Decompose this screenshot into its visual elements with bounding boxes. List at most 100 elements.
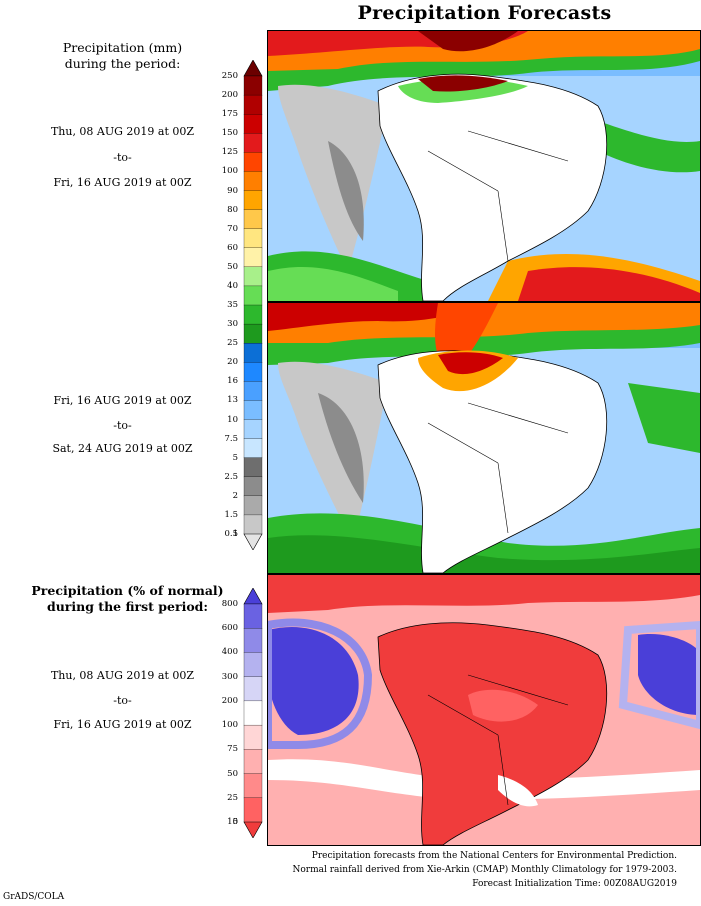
- precip-colorbar-tick-label: 150: [221, 128, 238, 139]
- pct-colorbar-swatch: [243, 724, 263, 750]
- precip-colorbar-tick-label: 200: [221, 90, 238, 101]
- footer-line-1: Precipitation forecasts from the Nationa…: [311, 851, 677, 861]
- pct-colorbar-swatch-bottom: [243, 821, 263, 838]
- pct-colorbar-tick-label: 200: [221, 695, 238, 706]
- precip-colorbar-tick-label: 16: [227, 376, 238, 387]
- period2-to: -to-: [113, 419, 132, 432]
- precip-colorbar-tick-label: 50: [227, 261, 238, 272]
- precip-colorbar-swatch: [243, 114, 263, 134]
- pct-colorbar: [243, 588, 263, 838]
- grads-credit: GrADS/COLA: [3, 892, 65, 902]
- precip-colorbar-swatch: [243, 438, 263, 459]
- period3-start: Thu, 08 AUG 2019 at 00Z: [50, 669, 195, 682]
- precip-colorbar-tick-label: 10: [227, 414, 238, 425]
- precip-heading-line1: Precipitation (mm): [62, 40, 183, 55]
- precip-colorbar-swatch: [243, 152, 263, 172]
- pct-heading-line1: Precipitation (% of normal): [31, 583, 224, 598]
- period2-start: Fri, 16 AUG 2019 at 00Z: [53, 394, 192, 407]
- pct-colorbar-swatch: [243, 749, 263, 775]
- precip-colorbar-swatch: [243, 228, 263, 249]
- precip-colorbar-swatch: [243, 94, 263, 115]
- precip-colorbar-tick-label: 5: [232, 452, 238, 463]
- precip-colorbar-tick-label: 250: [221, 71, 238, 81]
- precip-colorbar-swatch-top: [243, 60, 263, 77]
- pct-colorbar-swatch: [243, 700, 263, 726]
- precip-colorbar-tick-label: 80: [227, 204, 238, 215]
- pct-colorbar-swatch: [243, 603, 263, 629]
- precip-colorbar-swatch: [243, 495, 263, 516]
- period1-to: -to-: [113, 151, 132, 164]
- precip-colorbar-tick-label: 70: [227, 223, 238, 234]
- precip-colorbar-swatch: [243, 209, 263, 230]
- pct-heading-line2: during the first period:: [46, 599, 209, 614]
- precip-colorbar-swatch: [243, 304, 263, 325]
- footer-line-2: Normal rainfall derived from Xie-Arkin (…: [292, 865, 678, 875]
- figure-title: Precipitation Forecasts: [357, 2, 612, 24]
- precip-colorbar-swatch: [243, 247, 263, 268]
- precip-colorbar-swatch: [243, 514, 263, 535]
- precip-colorbar-swatch: [243, 381, 263, 401]
- precip-colorbar-tick-label: 0.5: [224, 529, 238, 539]
- pct-colorbar-tick-label: 400: [221, 647, 238, 658]
- precip-colorbar-tick-label: 125: [221, 147, 238, 158]
- precip-colorbar-swatch: [243, 190, 263, 211]
- pct-colorbar-swatch-top: [243, 588, 263, 605]
- precip-colorbar-swatch: [243, 133, 263, 153]
- precip-colorbar: [243, 60, 263, 550]
- map-precip-week2: [267, 302, 701, 574]
- precip-colorbar-swatch: [243, 75, 263, 96]
- precip-colorbar-tick-label: 90: [227, 185, 238, 196]
- pct-colorbar-swatch: [243, 676, 263, 702]
- precip-heading: Precipitation (mm) during the period:: [0, 40, 245, 72]
- precip-colorbar-swatch: [243, 285, 263, 306]
- pct-colorbar-tick-label: 5: [232, 817, 238, 827]
- precip-colorbar-tick-label: 175: [221, 109, 238, 120]
- precip-colorbar-swatch: [243, 343, 263, 363]
- pct-colorbar-tick-label: 300: [221, 671, 238, 682]
- precip-colorbar-tick-label: 40: [227, 280, 238, 291]
- pct-colorbar-tick-label: 50: [227, 768, 238, 779]
- period1-end: Fri, 16 AUG 2019 at 00Z: [53, 176, 192, 189]
- map-precip-week1: [267, 30, 701, 302]
- precip-colorbar-tick-label: 20: [227, 357, 238, 368]
- pct-colorbar-tick-label: 25: [227, 792, 238, 803]
- period3-to: -to-: [113, 694, 132, 707]
- precip-colorbar-tick-label: 25: [227, 338, 238, 349]
- pct-colorbar-swatch: [243, 652, 263, 678]
- precip-colorbar-tick-label: 1.5: [224, 509, 238, 520]
- precip-colorbar-swatch: [243, 266, 263, 287]
- period3-end: Fri, 16 AUG 2019 at 00Z: [53, 718, 192, 731]
- precip-colorbar-tick-label: 60: [227, 242, 238, 253]
- precip-colorbar-swatch: [243, 476, 263, 497]
- precip-heading-line2: during the period:: [64, 56, 181, 71]
- precip-colorbar-tick-label: 1: [232, 529, 238, 539]
- precip-colorbar-tick-label: 2: [232, 490, 238, 501]
- pct-colorbar-tick-label: 800: [221, 599, 238, 609]
- map-percent-of-normal: [267, 574, 701, 846]
- footer-line-3: Forecast Initialization Time: 00Z08AUG20…: [472, 879, 677, 889]
- pct-heading: Precipitation (% of normal) during the f…: [0, 583, 255, 615]
- precip-colorbar-swatch: [243, 171, 263, 191]
- precip-colorbar-swatch: [243, 362, 263, 382]
- precip-colorbar-tick-label: 100: [221, 166, 238, 177]
- pct-colorbar-swatch: [243, 773, 263, 799]
- pct-colorbar-tick-label: 100: [221, 720, 238, 731]
- precip-colorbar-tick-label: 2.5: [224, 471, 238, 482]
- footer-notes: Precipitation forecasts from the Nationa…: [257, 849, 678, 891]
- pct-colorbar-tick-label: 600: [221, 623, 238, 634]
- precip-colorbar-swatch: [243, 419, 263, 440]
- pct-colorbar-swatch: [243, 628, 263, 653]
- pct-colorbar-tick-label: 10: [227, 817, 238, 827]
- precip-colorbar-tick-label: 30: [227, 319, 238, 330]
- period2-end: Sat, 24 AUG 2019 at 00Z: [52, 442, 193, 455]
- precip-colorbar-swatch: [243, 323, 263, 344]
- precip-colorbar-tick-label: 13: [227, 395, 238, 406]
- precip-colorbar-tick-label: 7.5: [224, 433, 238, 444]
- precip-colorbar-swatch-bottom: [243, 533, 263, 550]
- precip-colorbar-swatch: [243, 457, 263, 478]
- pct-colorbar-swatch: [243, 797, 263, 823]
- period1-start: Thu, 08 AUG 2019 at 00Z: [50, 125, 195, 138]
- precip-colorbar-tick-label: 35: [227, 300, 238, 310]
- pct-colorbar-tick-label: 75: [227, 744, 238, 755]
- precip-colorbar-swatch: [243, 400, 263, 420]
